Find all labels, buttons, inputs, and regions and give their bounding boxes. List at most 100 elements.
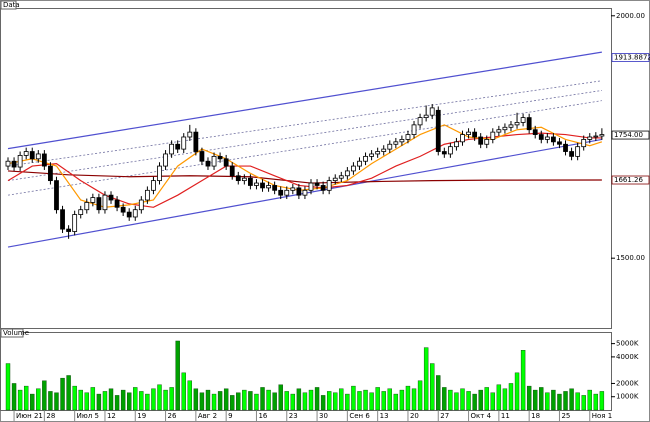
candle-body xyxy=(29,151,35,160)
candle-body xyxy=(344,170,350,177)
volume-bar xyxy=(508,383,514,411)
candle-body xyxy=(138,199,144,211)
volume-bar xyxy=(254,393,259,411)
candle-body xyxy=(435,109,441,152)
volume-bar xyxy=(120,389,126,411)
volume-bar xyxy=(72,385,77,411)
candle-body xyxy=(351,165,356,172)
candle-body xyxy=(54,180,59,211)
volume-bar xyxy=(260,387,265,411)
candle-body xyxy=(78,209,84,215)
candle-body xyxy=(496,129,502,133)
candle-body xyxy=(254,182,259,186)
candle-body xyxy=(5,160,11,167)
candle-body xyxy=(102,194,108,211)
candle-body xyxy=(199,151,205,162)
candle-body xyxy=(484,139,490,145)
candle-body xyxy=(217,155,223,160)
price-marker xyxy=(611,53,650,62)
candle-body xyxy=(393,141,399,145)
volume-bar xyxy=(502,388,508,411)
candle-body xyxy=(157,165,162,182)
candle-body xyxy=(441,151,447,155)
x-tick-label: 26 xyxy=(168,412,177,420)
overlay-line xyxy=(7,100,602,196)
volume-bar xyxy=(520,350,526,411)
candle-body xyxy=(381,148,387,152)
volume-bar xyxy=(545,392,550,411)
volume-bar xyxy=(393,393,399,411)
volume-bar xyxy=(533,389,538,411)
volume-bar xyxy=(326,391,332,411)
y-tick-label: 1500.00 xyxy=(616,254,645,262)
volume-bar xyxy=(48,391,53,411)
candle-body xyxy=(120,206,126,213)
volume-bar xyxy=(333,392,338,411)
price-panel xyxy=(0,8,612,329)
volume-bar xyxy=(248,391,253,411)
volume-bar xyxy=(199,392,205,411)
candle-body xyxy=(266,185,271,189)
candle-body xyxy=(108,194,114,201)
candle-body xyxy=(526,117,532,131)
volume-bar xyxy=(126,392,132,411)
x-tick-label: 13 xyxy=(380,412,389,420)
candle-body xyxy=(84,202,90,211)
volume-bar xyxy=(242,389,247,411)
volume-bar xyxy=(417,380,423,411)
candle-body xyxy=(375,151,381,155)
volume-bar xyxy=(314,387,320,411)
candle-body xyxy=(72,214,78,232)
volume-bar xyxy=(42,380,47,411)
candle-body xyxy=(23,151,29,156)
volume-bar xyxy=(399,389,405,411)
candle-body xyxy=(429,107,435,116)
candle-body xyxy=(538,134,544,140)
chart-title: Data xyxy=(3,1,20,9)
volume-bar xyxy=(11,383,17,411)
volume-bar xyxy=(411,388,417,411)
volume-bar xyxy=(211,393,217,411)
candle-body xyxy=(472,131,478,138)
volume-bar xyxy=(78,389,83,411)
x-tick-label: 19 xyxy=(137,412,146,420)
volume-bar xyxy=(278,384,283,411)
volume-bar xyxy=(442,387,447,411)
volume-bar xyxy=(157,384,162,411)
candle-body xyxy=(581,139,587,148)
volume-bar xyxy=(284,391,289,411)
candle-body xyxy=(66,228,71,232)
y-tick-label: 4000K xyxy=(616,353,639,361)
volume-bar xyxy=(496,384,502,411)
volume-bar xyxy=(375,387,380,411)
candle-body xyxy=(181,136,187,150)
candle-body xyxy=(144,189,150,201)
x-tick-label: 27 xyxy=(440,412,449,420)
volume-bar xyxy=(96,393,102,411)
x-tick-label: 11 xyxy=(501,412,510,420)
candle-body xyxy=(17,155,23,168)
volume-bar xyxy=(23,385,29,411)
candle-body xyxy=(163,153,168,167)
x-tick-label: 9 xyxy=(228,412,232,420)
volume-bar xyxy=(163,389,168,411)
candle-body xyxy=(169,143,175,155)
volume-bar xyxy=(181,372,186,411)
volume-bar xyxy=(30,393,35,411)
volume-bar xyxy=(17,389,23,411)
volume-bar xyxy=(223,388,229,411)
candle-body xyxy=(223,158,229,167)
volume-bar xyxy=(5,363,11,411)
volume-bar xyxy=(54,392,59,411)
volume-bar xyxy=(563,391,568,411)
volume-bar xyxy=(405,385,411,411)
candle-body xyxy=(387,143,393,150)
volume-bar xyxy=(587,389,592,411)
volume-bar xyxy=(472,393,477,411)
candle-body xyxy=(411,124,417,135)
volume-bar xyxy=(230,395,235,411)
candle-body xyxy=(278,189,284,196)
candle-body xyxy=(569,151,574,157)
candle-body xyxy=(241,177,247,182)
